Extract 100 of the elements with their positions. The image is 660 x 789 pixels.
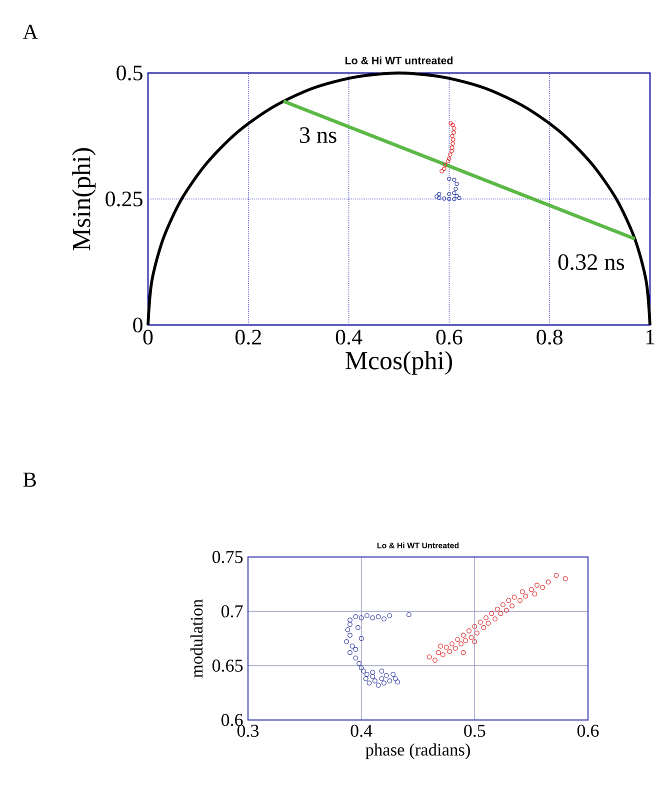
- point: [534, 582, 540, 588]
- point: [520, 589, 525, 594]
- point: [387, 678, 392, 684]
- point: [406, 612, 412, 618]
- point: [345, 627, 350, 632]
- point: [492, 616, 498, 622]
- point: [353, 656, 358, 661]
- point: [370, 674, 376, 680]
- point: [532, 591, 538, 596]
- point: [344, 639, 350, 644]
- point: [454, 182, 459, 186]
- x-tick-label: 0.2: [235, 330, 261, 345]
- annotation: 3 ns: [300, 127, 336, 143]
- point: [447, 156, 452, 161]
- point: [440, 169, 444, 174]
- point: [379, 668, 384, 674]
- point: [350, 644, 355, 649]
- y-axis-title: modulation: [190, 599, 203, 678]
- point: [363, 676, 368, 682]
- point: [348, 632, 352, 638]
- point: [452, 646, 458, 651]
- point: [447, 196, 452, 202]
- point: [460, 632, 466, 638]
- point: [447, 176, 452, 181]
- point: [390, 672, 396, 677]
- point: [355, 625, 360, 630]
- point: [379, 676, 384, 682]
- point: [500, 602, 506, 608]
- point: [440, 652, 446, 658]
- point: [504, 608, 509, 613]
- x-axis-title: Mcos(phi): [346, 351, 452, 375]
- point: [498, 611, 504, 616]
- point: [442, 196, 446, 201]
- point: [460, 650, 466, 656]
- point: [466, 628, 472, 634]
- point: [450, 134, 454, 138]
- point: [450, 122, 455, 127]
- point: [472, 639, 478, 644]
- point: [510, 603, 515, 608]
- point: [523, 594, 528, 599]
- point: [546, 580, 551, 584]
- point: [484, 615, 488, 620]
- point: [447, 649, 452, 654]
- point: [448, 152, 452, 157]
- point: [442, 166, 446, 171]
- point: [361, 668, 366, 674]
- point: [452, 178, 456, 182]
- text: B: [23, 472, 36, 487]
- point: [450, 641, 454, 646]
- point: [447, 192, 452, 196]
- point: [358, 636, 364, 641]
- x-tick-label: 0.6: [436, 330, 462, 345]
- point: [446, 159, 450, 164]
- text: A: [22, 24, 38, 39]
- point: [468, 634, 474, 640]
- x-tick-label: 0.6: [577, 724, 599, 737]
- point: [437, 196, 442, 200]
- point: [457, 196, 462, 200]
- point: [376, 682, 381, 688]
- point: [463, 638, 468, 644]
- point: [370, 670, 376, 675]
- point: [452, 196, 456, 202]
- point: [426, 654, 432, 660]
- point: [518, 598, 522, 603]
- x-tick-label: 0.4: [336, 330, 362, 345]
- point: [472, 624, 478, 630]
- point: [540, 584, 546, 590]
- point: [450, 142, 455, 146]
- point: [384, 672, 389, 678]
- point: [451, 137, 456, 142]
- point: [512, 594, 517, 600]
- chart-title: Lo & Hi WT untreated: [345, 56, 453, 64]
- point: [443, 162, 448, 167]
- point: [562, 576, 568, 582]
- point: [434, 194, 439, 199]
- point: [348, 650, 352, 656]
- point: [506, 598, 512, 603]
- annotation: 0.32 ns: [558, 254, 624, 270]
- point: [438, 644, 444, 649]
- point: [382, 680, 386, 686]
- x-axis-title: phase (radians): [366, 743, 470, 760]
- point: [366, 680, 372, 686]
- point: [348, 622, 352, 627]
- point: [454, 194, 459, 198]
- point: [395, 680, 400, 684]
- y-tick-label: 0.7: [221, 605, 243, 618]
- point: [452, 190, 456, 196]
- point: [358, 665, 364, 670]
- point: [348, 618, 352, 622]
- point: [474, 630, 480, 636]
- point: [364, 613, 370, 618]
- y-tick-label: 0.65: [212, 660, 243, 672]
- point: [436, 650, 441, 656]
- point: [353, 614, 358, 620]
- point: [450, 149, 454, 154]
- x-tick-label: 0.4: [350, 724, 372, 737]
- point: [372, 678, 378, 684]
- point: [486, 620, 491, 626]
- point: [387, 613, 392, 618]
- point: [452, 126, 456, 131]
